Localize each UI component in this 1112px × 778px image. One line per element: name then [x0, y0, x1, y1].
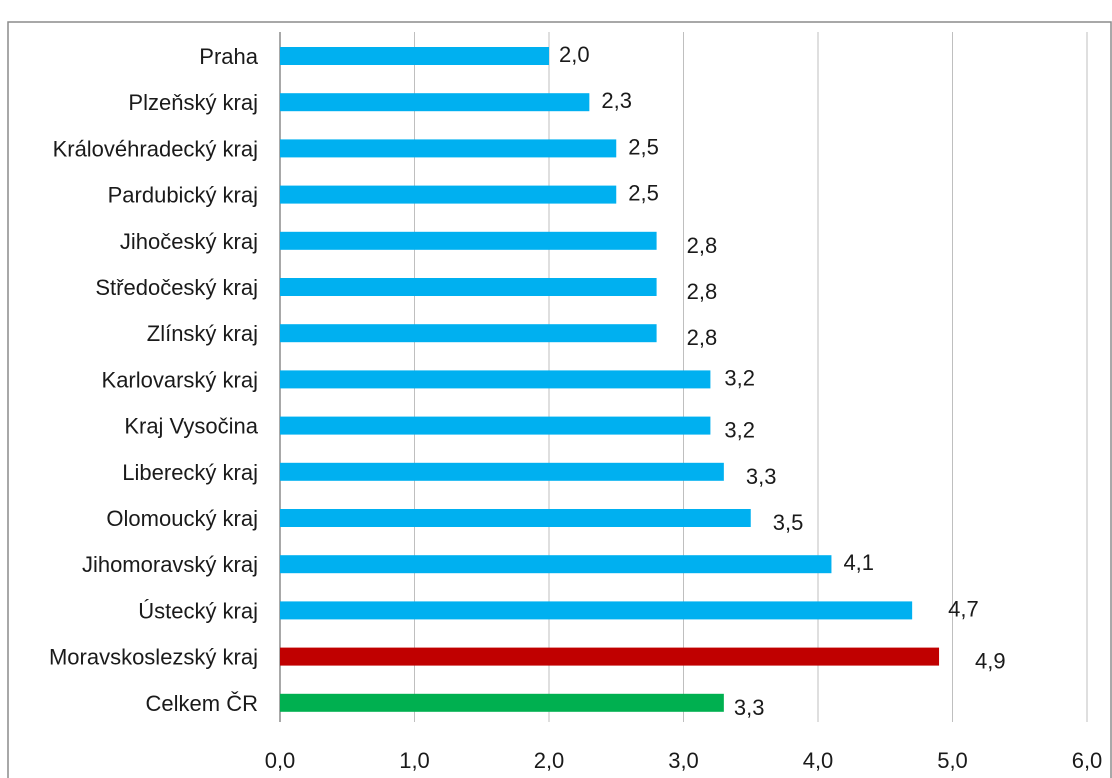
x-tick-labels: 0,0 1,0 2,0 3,0 4,0 5,0 6,0	[265, 748, 1103, 773]
category-label-11: Jihomoravský kraj	[82, 552, 258, 577]
x-tick-label-4: 4,0	[803, 748, 834, 773]
bar-14	[280, 693, 724, 712]
value-label-2: 2,5	[628, 134, 659, 159]
bar-13	[280, 647, 940, 666]
category-label-14: Celkem ČR	[146, 691, 258, 716]
bars	[280, 47, 940, 712]
x-tick-label-1: 1,0	[399, 748, 430, 773]
bar-1	[280, 93, 590, 112]
value-label-10: 3,5	[773, 510, 804, 535]
value-label-7: 3,2	[724, 365, 755, 390]
value-labels: 2,02,32,52,52,82,82,83,23,23,33,54,14,74…	[559, 42, 1006, 720]
x-tick-label-5: 5,0	[937, 748, 968, 773]
category-label-1: Plzeňský kraj	[128, 90, 258, 115]
category-label-12: Ústecký kraj	[138, 598, 258, 623]
value-label-8: 3,2	[724, 418, 755, 443]
value-label-3: 2,5	[628, 181, 659, 206]
x-tick-label-2: 2,0	[534, 748, 565, 773]
category-label-7: Karlovarský kraj	[102, 367, 258, 392]
value-label-13: 4,9	[975, 649, 1006, 674]
value-label-14: 3,3	[734, 695, 765, 720]
value-label-0: 2,0	[559, 42, 590, 67]
value-label-4: 2,8	[687, 233, 718, 258]
category-label-5: Středočeský kraj	[95, 275, 258, 300]
category-label-10: Olomoucký kraj	[106, 506, 258, 531]
value-label-9: 3,3	[746, 464, 777, 489]
category-label-6: Zlínský kraj	[147, 321, 258, 346]
bar-5	[280, 278, 657, 296]
category-label-3: Pardubický kraj	[108, 183, 258, 208]
bar-2	[280, 139, 617, 158]
category-label-8: Kraj Vysočina	[124, 414, 258, 439]
category-labels: Praha Plzeňský kraj Královéhradecký kraj Pa…	[49, 44, 259, 716]
category-label-13: Moravskoslezský kraj	[49, 645, 258, 670]
bar-9	[280, 462, 724, 481]
bar-7	[280, 370, 711, 389]
bar-6	[280, 324, 657, 343]
category-label-0: Praha	[199, 44, 258, 69]
bar-0	[280, 47, 549, 65]
bar-8	[280, 416, 711, 435]
category-label-2: Královéhradecký kraj	[53, 136, 258, 161]
bar-4	[280, 231, 657, 250]
bar-3	[280, 185, 617, 204]
value-label-12: 4,7	[948, 596, 979, 621]
bar-12	[280, 601, 913, 620]
category-label-4: Jihočeský kraj	[120, 229, 258, 254]
value-label-5: 2,8	[687, 279, 718, 304]
bar-10	[280, 509, 751, 527]
value-label-11: 4,1	[843, 550, 874, 575]
bar-11	[280, 555, 832, 574]
x-tick-label-0: 0,0	[265, 748, 296, 773]
x-tick-label-6: 6,0	[1072, 748, 1103, 773]
plot-border	[7, 21, 1112, 778]
category-label-9: Liberecký kraj	[122, 460, 258, 485]
value-label-1: 2,3	[601, 88, 632, 113]
value-label-6: 2,8	[687, 325, 718, 350]
x-tick-label-3: 3,0	[668, 748, 699, 773]
